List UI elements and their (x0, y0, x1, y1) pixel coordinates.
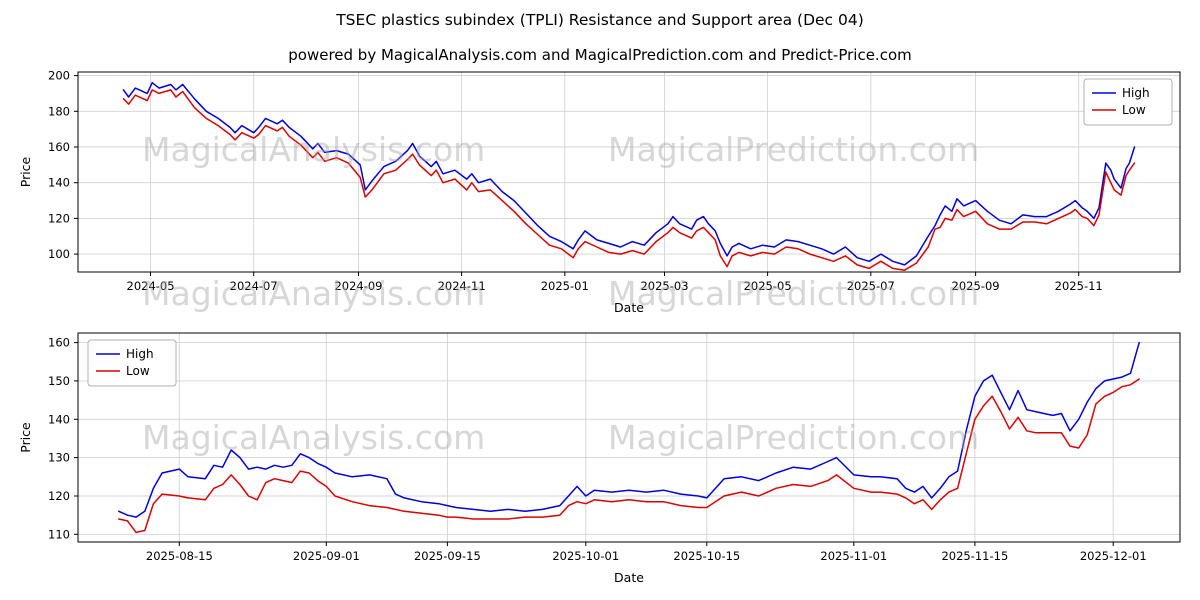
y-tick-label: 150 (48, 374, 70, 388)
y-tick-label: 100 (48, 247, 70, 261)
series-high-line (118, 341, 1140, 518)
x-tick-label: 2025-09-01 (293, 549, 360, 563)
plot-area (78, 72, 1180, 272)
y-tick-label: 120 (48, 211, 70, 225)
y-axis-label: Price (18, 156, 33, 187)
x-axis-label: Date (614, 570, 644, 585)
x-tick-label: 2025-11-15 (941, 549, 1008, 563)
legend-label: Low (1122, 103, 1146, 117)
x-tick-label: 2025-09-15 (414, 549, 481, 563)
x-tick-label: 2025-08-15 (146, 549, 213, 563)
series-low-line (122, 89, 1136, 271)
x-tick-label: 2025-10-01 (552, 549, 619, 563)
x-tick-label: 2025-11 (1055, 279, 1103, 293)
legend-box (1083, 78, 1173, 126)
y-tick-label: 110 (48, 527, 70, 541)
legend-label: High (1122, 86, 1150, 100)
x-tick-label: 2024-11 (438, 279, 486, 293)
legend-box (87, 339, 177, 387)
x-tick-label: 2024-09 (334, 279, 382, 293)
series-low-line (118, 378, 1140, 534)
y-tick-label: 140 (48, 176, 70, 190)
page-subtitle: powered by MagicalAnalysis.com and Magic… (288, 46, 912, 64)
y-tick-label: 140 (48, 412, 70, 426)
x-tick-label: 2024-07 (230, 279, 278, 293)
x-tick-label: 2025-05 (744, 279, 792, 293)
legend-label: High (126, 347, 154, 361)
y-tick-label: 130 (48, 451, 70, 465)
page-title: TSEC plastics subindex (TPLI) Resistance… (336, 11, 864, 29)
y-tick-label: 160 (48, 336, 70, 350)
top-chart: 100 120 140 160 180 200 2024-05 2024-07 2024-09 2… (18, 69, 1181, 315)
axes-spines (77, 71, 1181, 273)
axes-spines (77, 332, 1181, 543)
x-tick-label: 2025-12-01 (1080, 549, 1147, 563)
y-tick-label: 180 (48, 104, 70, 118)
x-tick-label: 2025-01 (541, 279, 589, 293)
y-tick-label: 200 (48, 69, 70, 83)
x-tick-label: 2025-10-15 (673, 549, 740, 563)
y-tick-label: 160 (48, 140, 70, 154)
y-tick-label: 120 (48, 489, 70, 503)
x-tick-label: 2025-11-01 (820, 549, 887, 563)
plot-area (78, 333, 1180, 542)
x-tick-label: 2025-09 (952, 279, 1000, 293)
x-axis-label: Date (614, 300, 644, 315)
x-tick-label: 2025-03 (640, 279, 688, 293)
x-tick-label: 2024-05 (127, 279, 175, 293)
x-tick-label: 2025-07 (847, 279, 895, 293)
series-high-line (122, 81, 1136, 266)
y-axis-label: Price (18, 422, 33, 453)
legend-label: Low (126, 364, 150, 378)
bottom-chart: 110 120 130 140 150 160 2025-08-15 2025-09-01 20… (18, 332, 1181, 585)
